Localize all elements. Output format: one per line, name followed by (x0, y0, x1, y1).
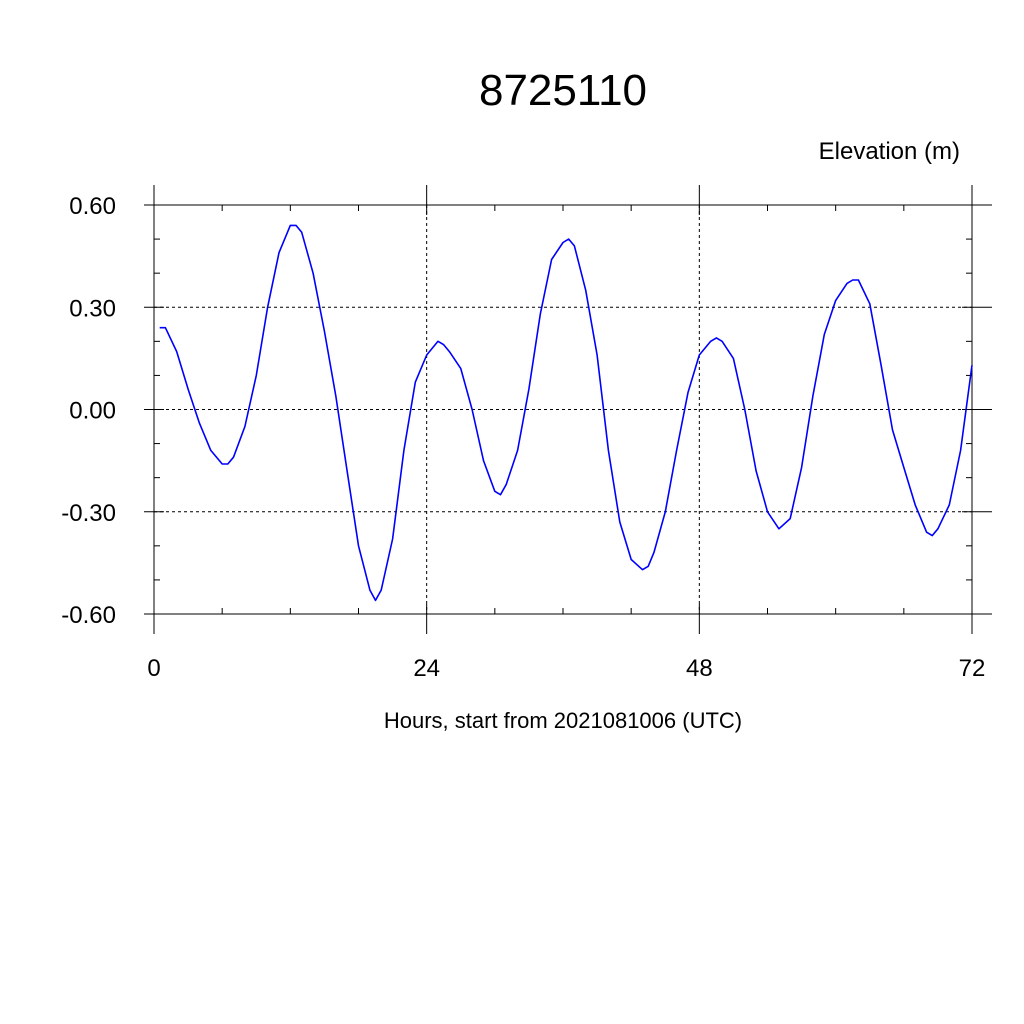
tick-labels: -0.60 -0.30 0.00 0.30 0.60 0 24 48 72 (61, 193, 985, 682)
y-tick-label: 0.00 (69, 398, 116, 425)
series-group (159, 224, 973, 602)
x-tick-label: 24 (413, 655, 440, 682)
y-tick-label: -0.30 (61, 500, 116, 527)
chart-title: 8725110 (478, 66, 648, 115)
y-tick-label: 0.60 (69, 193, 116, 220)
x-axis-label: Hours, start from 2021081006 (UTC) (383, 708, 743, 733)
y-axis-label: Elevation (m) (818, 138, 960, 165)
ticks (144, 185, 992, 634)
y-tick-label: 0.30 (69, 295, 116, 322)
x-tick-label: 72 (959, 655, 986, 682)
y-tick-label: -0.60 (61, 602, 116, 629)
x-tick-label: 48 (686, 655, 713, 682)
series-line (159, 224, 973, 602)
x-tick-label: 0 (147, 655, 160, 682)
